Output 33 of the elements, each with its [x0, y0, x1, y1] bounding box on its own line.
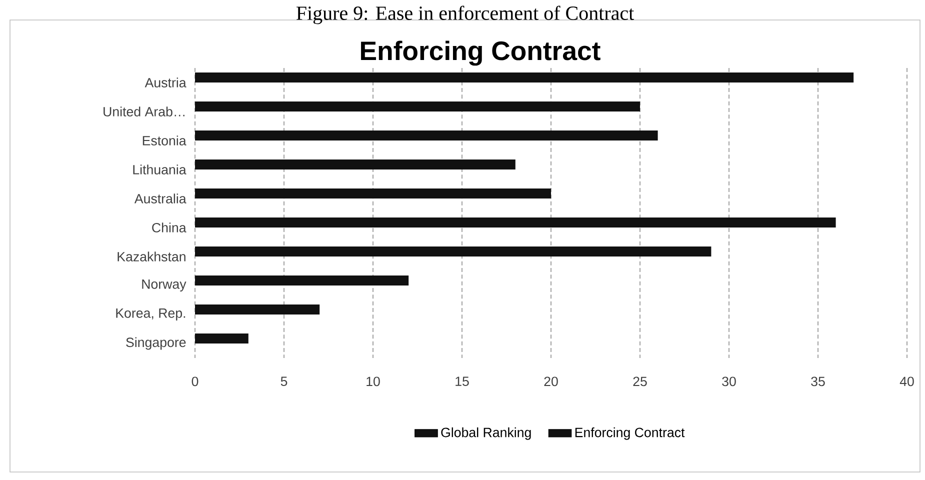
bar	[195, 72, 854, 83]
y-tick-label: Estonia	[142, 136, 186, 146]
bar	[195, 246, 712, 257]
bar	[195, 188, 551, 199]
x-tick-label: 35	[811, 376, 825, 386]
x-tick-label: 10	[366, 376, 380, 386]
x-tick-label: 20	[544, 376, 558, 386]
y-tick-label: Korea, Rep.	[116, 308, 186, 320]
bar	[195, 160, 516, 170]
bar	[195, 102, 640, 112]
x-tick-label: 30	[722, 376, 736, 386]
x-tick-label: 0	[192, 376, 198, 386]
x-tick-label: 5	[280, 376, 288, 386]
y-tick-label: Kazakhstan	[118, 252, 186, 262]
x-tick-label: 15	[456, 376, 469, 386]
x-tick-label: 25	[633, 376, 647, 386]
y-tick-label: China	[152, 222, 186, 232]
x-tick-label: 40	[900, 376, 914, 386]
y-tick-label: Austria	[144, 78, 186, 88]
caption: Figure 9: Ease in enforcement of Contract	[296, 6, 634, 24]
y-tick-label: Australia	[134, 194, 186, 204]
legend-label: Global Ranking	[441, 427, 531, 440]
legend-label: Enforcing Contract	[575, 427, 685, 440]
chart-title: Enforcing Contract	[361, 40, 600, 66]
y-tick-label: United Arab…	[104, 106, 184, 116]
bar	[195, 130, 658, 141]
y-tick-label: Norway	[142, 280, 186, 292]
bar	[195, 334, 248, 344]
y-tick-label: Singapore	[126, 337, 186, 350]
bar	[195, 276, 409, 286]
y-tick-label: Lithuania	[133, 164, 186, 174]
bar	[195, 218, 836, 228]
bar	[195, 304, 320, 315]
